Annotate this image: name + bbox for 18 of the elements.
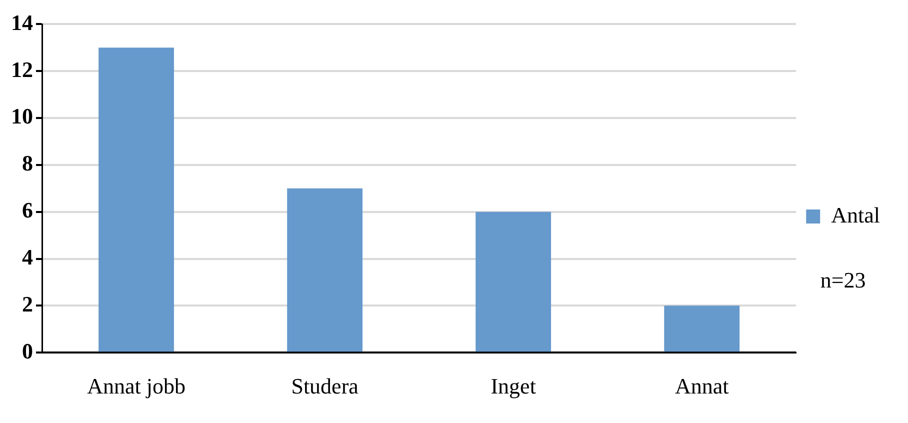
legend-label: Antal [831, 202, 880, 228]
text: n=23 [820, 268, 866, 292]
x-tick-label: Annat jobb [87, 374, 186, 399]
y-tick-label: 8 [22, 150, 33, 176]
bar [664, 306, 740, 352]
x-tick-label: Inget [490, 374, 536, 399]
y-tick-label: 6 [22, 198, 33, 223]
y-tick-label: 14 [11, 10, 33, 35]
bar [98, 48, 174, 352]
y-tick-label: 10 [11, 104, 33, 129]
y-tick-label: 4 [22, 244, 33, 270]
x-tick-label: Annat [674, 374, 729, 399]
y-tick-label: 12 [11, 56, 33, 82]
y-tick-label: 2 [22, 291, 33, 316]
bar [476, 212, 552, 352]
y-tick-label: 0 [22, 338, 33, 364]
x-tick-label: Studera [291, 374, 359, 399]
bar [287, 188, 363, 352]
